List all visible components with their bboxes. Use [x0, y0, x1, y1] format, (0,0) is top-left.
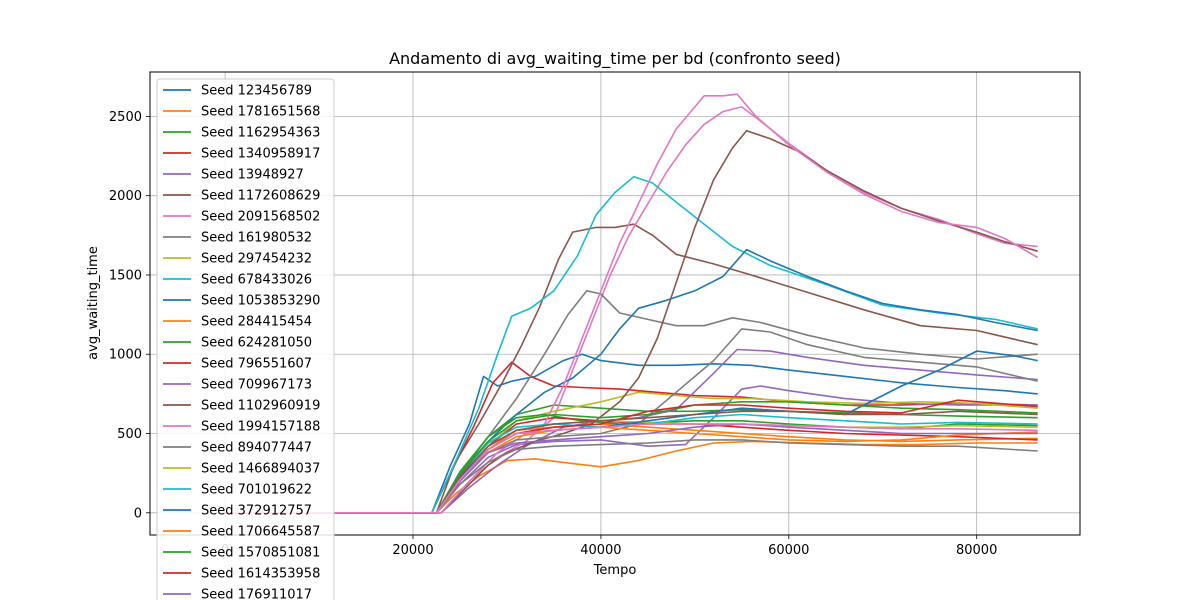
chart-title: Andamento di avg_waiting_time per bd (co… [389, 49, 841, 69]
series-line-23 [225, 401, 1038, 514]
legend-entry: Seed 2091568502 [201, 210, 320, 225]
legend-box [156, 78, 335, 600]
x-tick-label: 40000 [580, 543, 621, 558]
y-tick-label: 2500 [109, 110, 142, 125]
y-tick-label: 2000 [109, 189, 142, 204]
x-axis-label: Tempo [593, 563, 637, 578]
legend-entry: Seed 1781651568 [201, 105, 320, 120]
x-tick-label: 80000 [956, 543, 997, 558]
series-line-27 [225, 439, 1038, 514]
legend-entry: Seed 284415454 [201, 315, 312, 330]
legend-entry: Seed 701019622 [201, 483, 312, 498]
legend-entry: Seed 1706645587 [201, 525, 320, 540]
series-line-6 [225, 223, 1038, 514]
series-layer [225, 93, 1039, 514]
series-line-25 [225, 423, 1038, 514]
x-tick-label: 60000 [768, 543, 809, 558]
legend-entry: Seed 176911017 [201, 588, 312, 600]
series-line-5 [225, 385, 1038, 514]
legend-entry: Seed 678433026 [201, 273, 312, 288]
legend-entry: Seed 1102960919 [201, 399, 320, 414]
legend: Seed 123456789 Seed 1781651568 Seed 116295… [156, 78, 335, 600]
series-line-15 [225, 348, 1038, 514]
legend-entry: Seed 297454232 [201, 252, 312, 267]
y-tick-label: 1000 [109, 348, 142, 363]
series-line-28 [225, 423, 1038, 514]
legend-entry: Seed 13948927 [201, 168, 304, 183]
y-tick-label: 0 [134, 506, 142, 521]
series-line-8 [225, 290, 1038, 514]
legend-entry: Seed 709967173 [201, 378, 312, 393]
legend-entry: Seed 796551607 [201, 357, 312, 372]
legend-entry: Seed 1172608629 [201, 189, 320, 204]
legend-entry: Seed 1570851081 [201, 546, 320, 561]
legend-entry: Seed 624281050 [201, 336, 312, 351]
legend-entry: Seed 123456789 [201, 84, 312, 99]
series-line-1 [225, 353, 1038, 514]
legend-entry: Seed 894077447 [201, 441, 312, 456]
legend-entry: Seed 1614353958 [201, 567, 320, 582]
legend-entry: Seed 372912757 [201, 504, 312, 519]
legend-entry: Seed 1053853290 [201, 294, 320, 309]
plot-frame [149, 71, 1081, 536]
x-tick-label: 20000 [392, 543, 433, 558]
legend-entry: Seed 161980532 [201, 231, 312, 246]
y-tick-label: 1500 [109, 268, 142, 283]
y-tick-label: 500 [117, 427, 142, 442]
series-line-26 [225, 410, 1038, 514]
legend-entry: Seed 1466894037 [201, 462, 320, 477]
y-axis-label: avg_waiting_time [86, 246, 101, 360]
legend-entry: Seed 1994157188 [201, 420, 320, 435]
series-line-16 [225, 129, 1038, 514]
legend-entry: Seed 1162954363 [201, 126, 320, 141]
legend-entry: Seed 1340958917 [201, 147, 320, 162]
